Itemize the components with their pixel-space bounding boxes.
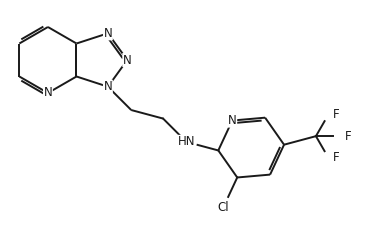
Text: N: N: [104, 80, 112, 93]
Text: N: N: [104, 27, 112, 40]
Text: N: N: [43, 87, 52, 99]
Text: F: F: [345, 130, 352, 143]
Text: Cl: Cl: [217, 201, 229, 214]
Text: F: F: [333, 108, 339, 121]
Text: F: F: [333, 151, 339, 164]
Text: N: N: [123, 53, 132, 66]
Text: HN: HN: [178, 135, 195, 148]
Text: N: N: [228, 114, 237, 127]
